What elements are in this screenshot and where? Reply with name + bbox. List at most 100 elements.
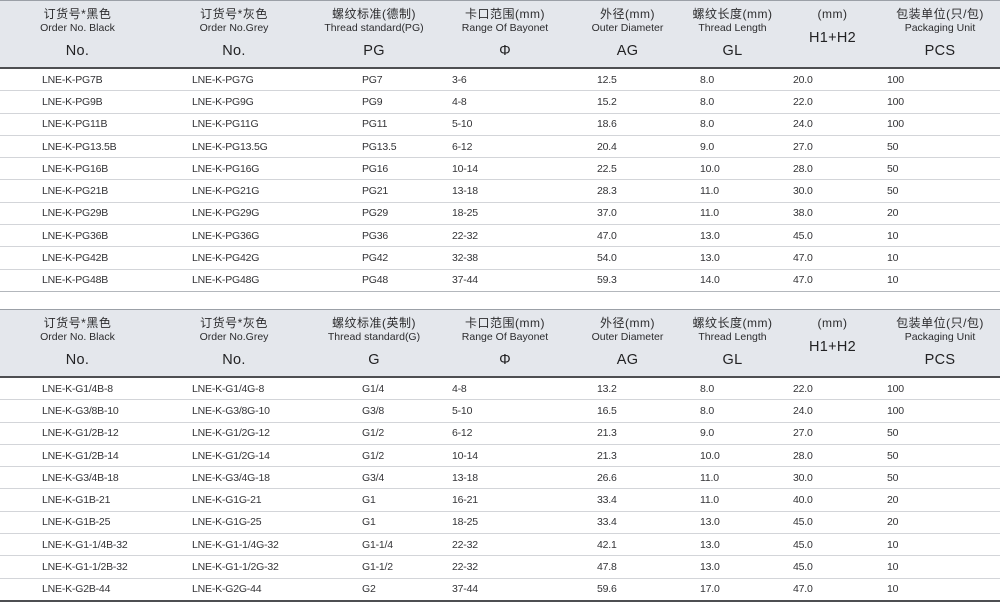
column-header-en: Thread standard(G) <box>327 330 421 343</box>
table-cell: PG42 <box>313 246 435 270</box>
column-header: 螺纹标准(德制) Thread standard(PG) PG <box>313 0 435 69</box>
column-header: 螺纹长度(mm) Thread Length GL <box>680 0 785 69</box>
column-header-en: Packaging Unit <box>904 330 976 343</box>
column-header-code: No. <box>222 351 246 368</box>
table-cell: 21.3 <box>575 444 680 468</box>
column-header-code: PCS <box>924 43 956 59</box>
table-cell: LNE-K-PG21B <box>0 179 155 203</box>
table-cell: 40.0 <box>785 488 880 512</box>
table-cell: 22-32 <box>435 224 575 248</box>
table-row: LNE-K-PG36B LNE-K-PG36G PG36 22-32 47.0 13.0 4… <box>0 224 1000 248</box>
table-row: LNE-K-G2B-44 LNE-K-G2G-44 G2 37-44 59.6 17.0 4… <box>0 578 1000 602</box>
table-cell: G3/4 <box>313 466 435 490</box>
column-header-zh: 外径(mm) <box>600 315 655 330</box>
column-header-zh: 螺纹标准(英制) <box>332 315 416 330</box>
table-cell: 32-38 <box>435 246 575 270</box>
table-cell: 100 <box>880 90 1000 114</box>
table-cell: 10 <box>880 578 1000 602</box>
table-cell: 13.0 <box>680 224 785 248</box>
table-cell: 18-25 <box>435 202 575 226</box>
table-cell: 10-14 <box>435 157 575 181</box>
table-cell: 13.0 <box>680 246 785 270</box>
table-row: LNE-K-PG21B LNE-K-PG21G PG21 13-18 28.3 11.0 3… <box>0 179 1000 203</box>
table-cell: 20 <box>880 488 1000 512</box>
table-cell: 5-10 <box>435 113 575 136</box>
column-header-en: Order No.Grey <box>199 330 269 343</box>
column-header-en: Outer Diameter <box>591 330 664 343</box>
table-cell: 10 <box>880 246 1000 270</box>
table-row: LNE-K-G3/8B-10 LNE-K-G3/8G-10 G3/8 5-10 16.5… <box>0 399 1000 423</box>
column-header-zh: 卡口范围(mm) <box>465 315 545 330</box>
table-cell: 6-12 <box>435 135 575 159</box>
table-cell: 16.5 <box>575 399 680 423</box>
table-cell: G1/2 <box>313 444 435 468</box>
table-cell: 45.0 <box>785 555 880 579</box>
table-cell: LNE-K-G1G-21 <box>155 488 313 512</box>
table-cell: PG13.5 <box>313 135 435 159</box>
table-row: LNE-K-G1/2B-14 LNE-K-G1/2G-14 G1/2 10-14 21.… <box>0 444 1000 468</box>
table-cell: 28.3 <box>575 179 680 203</box>
table-cell: 50 <box>880 135 1000 159</box>
column-header-zh: 订货号*灰色 <box>200 7 268 21</box>
column-header: 螺纹长度(mm) Thread Length GL <box>680 308 785 378</box>
column-header: 包装单位(只/包) Packaging Unit PCS <box>880 308 1000 378</box>
column-header-code: PG <box>363 43 385 59</box>
table-cell: LNE-K-G1/2G-12 <box>155 422 313 445</box>
table-row: LNE-K-PG48B LNE-K-PG48G PG48 37-44 59.3 14.0 4… <box>0 269 1000 292</box>
column-header: 订货号*黑色 Order No. Black No. <box>0 308 155 378</box>
table-cell: 47.8 <box>575 555 680 579</box>
column-header-en: Range Of Bayonet <box>461 22 549 34</box>
table-cell: 38.0 <box>785 202 880 226</box>
column-header: 外径(mm) Outer Diameter AG <box>575 0 680 69</box>
table-cell: LNE-K-G1/2B-14 <box>0 444 155 468</box>
table-cell: 28.0 <box>785 444 880 468</box>
table-cell: 33.4 <box>575 488 680 512</box>
table-cell: LNE-K-PG16B <box>0 157 155 181</box>
table-cell: LNE-K-PG48G <box>155 269 313 292</box>
column-header: 螺纹标准(英制) Thread standard(G) G <box>313 308 435 378</box>
table-cell: 59.6 <box>575 578 680 602</box>
table-cell: 4-8 <box>435 90 575 114</box>
table-cell: 22.5 <box>575 157 680 181</box>
table-cell: 3-6 <box>435 68 575 92</box>
column-header: 卡口范围(mm) Range Of Bayonet Φ <box>435 0 575 69</box>
table-cell: 37-44 <box>435 578 575 602</box>
table-cell: 18-25 <box>435 511 575 535</box>
column-header-code: AG <box>616 351 639 368</box>
table-cell: 10.0 <box>680 157 785 181</box>
table-cell: 45.0 <box>785 511 880 535</box>
table-cell: LNE-K-PG11G <box>155 113 313 136</box>
table-cell: LNE-K-G3/8G-10 <box>155 399 313 423</box>
table-row: LNE-K-PG7B LNE-K-PG7G PG7 3-6 12.5 8.0 20.0 100 <box>0 68 1000 92</box>
table-row: LNE-K-G3/4B-18 LNE-K-G3/4G-18 G3/4 13-18 26.… <box>0 466 1000 490</box>
table-row: LNE-K-G1B-25 LNE-K-G1G-25 G1 18-25 33.4 13.0 4… <box>0 511 1000 535</box>
table-cell: LNE-K-PG48B <box>0 269 155 292</box>
table-cell: G1/2 <box>313 422 435 445</box>
column-header-en: Range Of Bayonet <box>461 330 549 343</box>
table-cell: 8.0 <box>680 68 785 92</box>
table-row: LNE-K-PG16B LNE-K-PG16G PG16 10-14 22.5 10.0 2… <box>0 157 1000 181</box>
table-cell: 24.0 <box>785 399 880 423</box>
table-cell: 13.0 <box>680 511 785 535</box>
table-cell: 20.0 <box>785 68 880 92</box>
table-cell: LNE-K-G3/4B-18 <box>0 466 155 490</box>
table-cell: LNE-K-PG36G <box>155 224 313 248</box>
table-cell: G1 <box>313 488 435 512</box>
table-cell: 45.0 <box>785 533 880 557</box>
table-cell: 18.6 <box>575 113 680 136</box>
table-cell: 27.0 <box>785 422 880 445</box>
table-cell: LNE-K-G1-1/2B-32 <box>0 555 155 579</box>
column-header-zh: 订货号*黑色 <box>43 315 112 330</box>
table-cell: LNE-K-G2B-44 <box>0 578 155 602</box>
column-header-en: Order No. Black <box>40 22 115 34</box>
column-header-code: No. <box>65 351 90 368</box>
column-header-zh: (mm) <box>817 7 848 21</box>
column-header-en: Thread Length <box>698 22 767 34</box>
column-header-en: Order No. Black <box>40 330 115 343</box>
column-header: 外径(mm) Outer Diameter AG <box>575 308 680 378</box>
column-header-en: Thread standard(PG) <box>324 22 424 34</box>
table-cell: 100 <box>880 399 1000 423</box>
table-cell: 45.0 <box>785 224 880 248</box>
table-cell: 10 <box>880 555 1000 579</box>
spec-table-header: 订货号*黑色 Order No. Black No. 订货号*灰色 Order No.G… <box>0 308 1000 378</box>
